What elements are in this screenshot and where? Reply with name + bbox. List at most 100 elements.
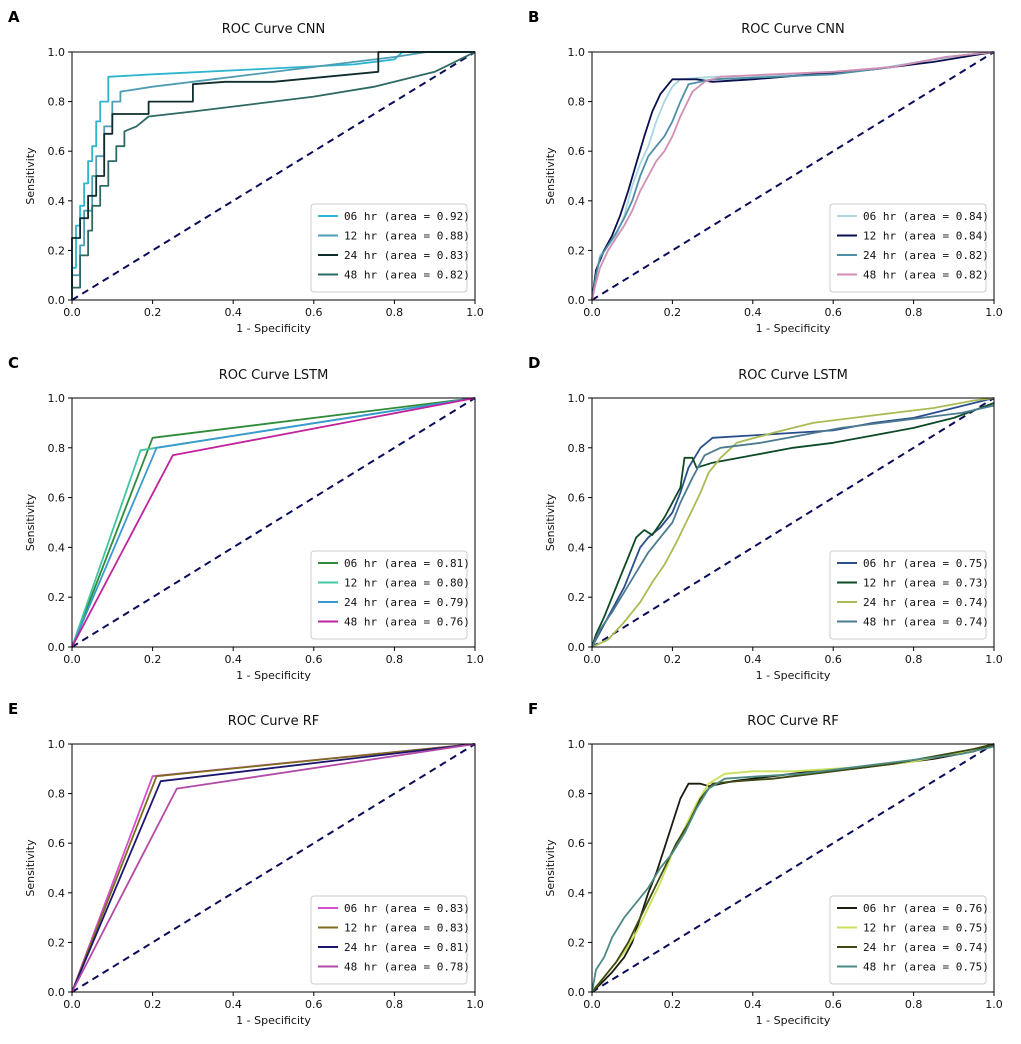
y-tick-label: 0.2 bbox=[568, 591, 586, 604]
x-tick-label: 0.2 bbox=[144, 653, 162, 666]
y-tick-label: 0.0 bbox=[48, 986, 66, 999]
legend-entry: 06 hr (area = 0.75) bbox=[863, 557, 989, 570]
y-tick-label: 0.0 bbox=[48, 641, 66, 654]
y-tick-label: 0.6 bbox=[48, 837, 66, 850]
y-tick-label: 1.0 bbox=[568, 392, 586, 405]
y-tick-label: 0.6 bbox=[568, 145, 586, 158]
legend-entry: 12 hr (area = 0.80) bbox=[344, 577, 470, 590]
y-tick-label: 0.0 bbox=[48, 294, 66, 307]
x-tick-label: 0.0 bbox=[63, 653, 81, 666]
legend-entry: 12 hr (area = 0.84) bbox=[863, 230, 989, 243]
y-tick-label: 0.4 bbox=[568, 887, 586, 900]
legend-entry: 12 hr (area = 0.73) bbox=[863, 577, 989, 590]
y-tick-label: 0.4 bbox=[568, 195, 586, 208]
legend-entry: 12 hr (area = 0.88) bbox=[344, 230, 470, 243]
x-tick-label: 1.0 bbox=[985, 998, 1003, 1011]
y-tick-label: 0.2 bbox=[48, 244, 66, 257]
legend-entry: 06 hr (area = 0.76) bbox=[863, 902, 989, 915]
y-tick-label: 1.0 bbox=[568, 46, 586, 59]
x-tick-label: 0.0 bbox=[583, 306, 601, 319]
legend-entry: 24 hr (area = 0.79) bbox=[344, 596, 470, 609]
legend-entry: 24 hr (area = 0.74) bbox=[863, 941, 989, 954]
legend-entry: 48 hr (area = 0.82) bbox=[344, 269, 470, 282]
roc-line-48hr bbox=[71, 743, 476, 993]
x-tick-label: 0.6 bbox=[824, 998, 842, 1011]
panel-letter: E bbox=[8, 700, 18, 718]
legend-entry: 24 hr (area = 0.83) bbox=[344, 249, 470, 262]
x-tick-label: 0.0 bbox=[583, 998, 601, 1011]
roc-line-06hr bbox=[71, 397, 476, 648]
x-tick-label: 0.2 bbox=[144, 306, 162, 319]
panel-letter: C bbox=[8, 354, 19, 372]
legend: 06 hr (area = 0.76) 12 hr (area = 0.75) 24… bbox=[829, 895, 989, 985]
y-tick-label: 0.2 bbox=[568, 936, 586, 949]
x-tick-label: 0.6 bbox=[305, 653, 323, 666]
y-tick-label: 0.0 bbox=[568, 986, 586, 999]
panel-letter: A bbox=[8, 8, 20, 26]
chart-title: ROC Curve CNN bbox=[741, 22, 845, 37]
y-tick-label: 1.0 bbox=[568, 738, 586, 751]
roc-panel-b: B ROC Curve CNN 0.0 0.2 0.4 0.6 0.8 1.0 0.0 0.2 0.… bbox=[528, 8, 1003, 335]
y-tick-label: 0.8 bbox=[568, 788, 586, 801]
x-tick-label: 0.8 bbox=[905, 653, 923, 666]
legend-entry: 48 hr (area = 0.82) bbox=[863, 269, 989, 282]
roc-line-48hr bbox=[71, 51, 476, 300]
roc-panel-d: D ROC Curve LSTM 0.0 0.2 0.4 0.6 0.8 1.0 0.0 0.2 0… bbox=[528, 354, 1003, 682]
legend-entry: 12 hr (area = 0.75) bbox=[863, 922, 989, 935]
legend-entry: 06 hr (area = 0.81) bbox=[344, 557, 470, 570]
roc-line-48hr bbox=[591, 51, 995, 301]
roc-panel-e: E ROC Curve RF 0.0 0.2 0.4 0.6 0.8 1.0 0.0 0.2 0.4… bbox=[8, 700, 484, 1027]
y-tick-label: 0.8 bbox=[48, 442, 66, 455]
y-tick-label: 0.0 bbox=[568, 294, 586, 307]
x-tick-label: 0.8 bbox=[905, 306, 923, 319]
legend-entry: 06 hr (area = 0.84) bbox=[863, 210, 989, 223]
roc-line-24hr bbox=[71, 743, 476, 993]
legend-entry: 24 hr (area = 0.81) bbox=[344, 941, 470, 954]
legend-box bbox=[829, 203, 987, 293]
x-tick-label: 0.6 bbox=[824, 653, 842, 666]
y-tick-label: 1.0 bbox=[48, 738, 66, 751]
y-axis-label: Sensitivity bbox=[24, 839, 37, 897]
y-tick-label: 0.6 bbox=[48, 492, 66, 505]
x-tick-label: 1.0 bbox=[466, 653, 484, 666]
chart-title: ROC Curve CNN bbox=[222, 22, 326, 37]
x-axis-label: 1 - Specificity bbox=[236, 1014, 311, 1027]
legend: 06 hr (area = 0.75) 12 hr (area = 0.73) 24… bbox=[829, 550, 989, 640]
x-tick-label: 0.0 bbox=[63, 306, 81, 319]
y-tick-label: 0.8 bbox=[48, 788, 66, 801]
x-tick-label: 0.8 bbox=[386, 653, 404, 666]
x-axis-label: 1 - Specificity bbox=[756, 322, 831, 335]
plot-frame bbox=[591, 51, 995, 301]
roc-panel-f: F ROC Curve RF 0.0 0.2 0.4 0.6 0.8 1.0 0.0 0.2 0.4… bbox=[528, 700, 1003, 1027]
y-tick-label: 0.8 bbox=[568, 96, 586, 109]
x-axis-label: 1 - Specificity bbox=[756, 669, 831, 682]
x-tick-label: 0.4 bbox=[744, 653, 762, 666]
legend-box bbox=[829, 550, 987, 640]
legend-entry: 06 hr (area = 0.83) bbox=[344, 902, 470, 915]
panel-letter: B bbox=[528, 8, 539, 26]
roc-line-24hr bbox=[71, 397, 476, 648]
panel-letter: D bbox=[528, 354, 540, 372]
chance-diagonal-line bbox=[71, 51, 476, 301]
legend-entry: 24 hr (area = 0.82) bbox=[863, 249, 989, 262]
chance-diagonal-line bbox=[71, 397, 476, 648]
y-tick-label: 0.8 bbox=[568, 442, 586, 455]
plot-frame bbox=[71, 51, 476, 301]
chart-title: ROC Curve RF bbox=[228, 714, 319, 729]
legend-box bbox=[310, 203, 468, 293]
legend-entry: 24 hr (area = 0.74) bbox=[863, 596, 989, 609]
roc-line-12hr bbox=[71, 743, 476, 993]
y-tick-label: 0.2 bbox=[48, 591, 66, 604]
y-axis-label: Sensitivity bbox=[544, 147, 557, 205]
x-tick-label: 0.4 bbox=[744, 306, 762, 319]
legend-entry: 48 hr (area = 0.78) bbox=[344, 961, 470, 974]
x-tick-label: 1.0 bbox=[985, 306, 1003, 319]
x-tick-label: 0.4 bbox=[224, 653, 242, 666]
x-tick-label: 0.2 bbox=[664, 306, 682, 319]
y-axis-label: Sensitivity bbox=[544, 839, 557, 897]
x-tick-label: 0.8 bbox=[386, 306, 404, 319]
roc-line-48hr bbox=[71, 397, 476, 648]
legend-box bbox=[310, 550, 468, 640]
legend-entry: 12 hr (area = 0.83) bbox=[344, 922, 470, 935]
x-tick-label: 0.4 bbox=[744, 998, 762, 1011]
